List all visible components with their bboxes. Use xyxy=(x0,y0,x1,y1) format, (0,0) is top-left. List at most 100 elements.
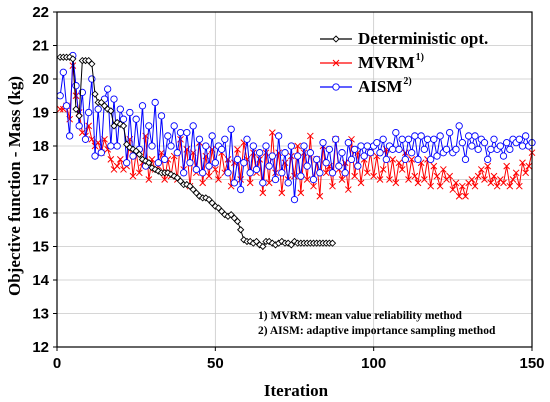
legend-item: AISM 2) xyxy=(320,76,412,96)
data-point xyxy=(56,92,64,100)
y-tick-label: 14 xyxy=(32,272,49,289)
data-point xyxy=(509,176,517,183)
data-point xyxy=(170,172,178,180)
data-point xyxy=(249,142,257,150)
data-point xyxy=(360,152,368,160)
legend-item: MVRM 1) xyxy=(320,52,424,72)
data-point xyxy=(123,159,131,167)
y-tick-label: 16 xyxy=(32,205,49,222)
data-point xyxy=(408,149,416,157)
data-point xyxy=(357,142,365,150)
data-point xyxy=(452,145,460,154)
data-point xyxy=(480,138,489,147)
data-point xyxy=(297,189,305,197)
data-point xyxy=(237,226,245,234)
data-point xyxy=(392,179,400,187)
data-point xyxy=(366,149,375,157)
data-point xyxy=(215,176,222,183)
data-point xyxy=(208,132,216,140)
data-point xyxy=(325,145,333,154)
data-point xyxy=(275,132,283,140)
x-tick-label: 0 xyxy=(53,355,61,372)
data-point xyxy=(94,105,102,113)
data-point xyxy=(107,107,115,115)
data-point xyxy=(503,138,511,147)
data-point xyxy=(246,179,254,187)
series-aism xyxy=(56,51,536,204)
data-point xyxy=(237,185,245,194)
legend-superscript: 2) xyxy=(403,76,411,87)
data-point xyxy=(373,138,381,147)
data-point xyxy=(328,169,337,177)
data-point xyxy=(379,135,387,143)
data-point xyxy=(113,118,121,127)
data-point xyxy=(205,162,213,170)
data-point xyxy=(177,135,184,143)
footnote-1: 1) MVRM: mean value reliability method xyxy=(258,310,462,322)
data-point xyxy=(449,186,457,193)
data-point xyxy=(525,162,533,170)
data-point xyxy=(506,145,514,154)
data-point xyxy=(85,108,93,117)
data-point xyxy=(344,186,352,193)
data-point xyxy=(69,55,77,63)
y-tick-label: 17 xyxy=(32,172,49,189)
data-point xyxy=(91,152,99,160)
data-point xyxy=(211,166,219,173)
data-point xyxy=(126,108,134,117)
data-point xyxy=(414,155,422,164)
legend-marker xyxy=(332,83,340,91)
data-point xyxy=(176,128,185,137)
data-point xyxy=(189,122,197,130)
data-point xyxy=(487,145,495,154)
data-point xyxy=(259,179,267,187)
data-point xyxy=(249,149,257,157)
data-point xyxy=(458,138,466,147)
data-point xyxy=(515,182,523,190)
series-mvrm xyxy=(56,62,536,200)
data-point xyxy=(351,145,359,154)
data-point xyxy=(408,156,416,163)
y-tick-label: 21 xyxy=(32,38,49,55)
data-point xyxy=(376,149,384,157)
data-point xyxy=(104,85,112,93)
data-point xyxy=(452,179,460,187)
data-point xyxy=(167,142,175,150)
data-point xyxy=(66,53,74,61)
series-deterministic-opt xyxy=(56,53,337,251)
data-point xyxy=(129,172,137,180)
data-point xyxy=(477,166,485,173)
data-point xyxy=(329,182,336,190)
data-point xyxy=(199,179,207,187)
data-point xyxy=(243,135,251,143)
data-point xyxy=(161,176,169,183)
data-point xyxy=(233,155,242,164)
data-point xyxy=(180,169,188,177)
data-point xyxy=(234,145,241,153)
data-point xyxy=(262,142,270,150)
y-axis-title: Objective function - Mass (kg) xyxy=(5,76,24,296)
data-point xyxy=(192,165,200,174)
data-point xyxy=(468,142,476,150)
data-point xyxy=(347,155,356,164)
data-point xyxy=(379,166,387,173)
legend-label: AISM xyxy=(358,77,402,96)
data-point xyxy=(265,179,273,187)
data-point xyxy=(145,176,153,183)
x-axis-ticks: 0 50 100 150 xyxy=(53,347,545,372)
data-point xyxy=(186,159,194,167)
data-point xyxy=(164,132,172,140)
data-point xyxy=(493,182,501,190)
data-point xyxy=(338,176,346,183)
y-tick-label: 19 xyxy=(32,105,49,122)
data-point xyxy=(300,149,308,157)
data-point xyxy=(151,165,159,174)
data-point xyxy=(316,169,324,177)
data-point xyxy=(401,155,409,164)
data-point xyxy=(474,145,482,154)
data-point xyxy=(205,172,213,180)
data-point xyxy=(107,142,115,150)
data-point xyxy=(414,179,422,187)
data-point xyxy=(427,182,435,190)
